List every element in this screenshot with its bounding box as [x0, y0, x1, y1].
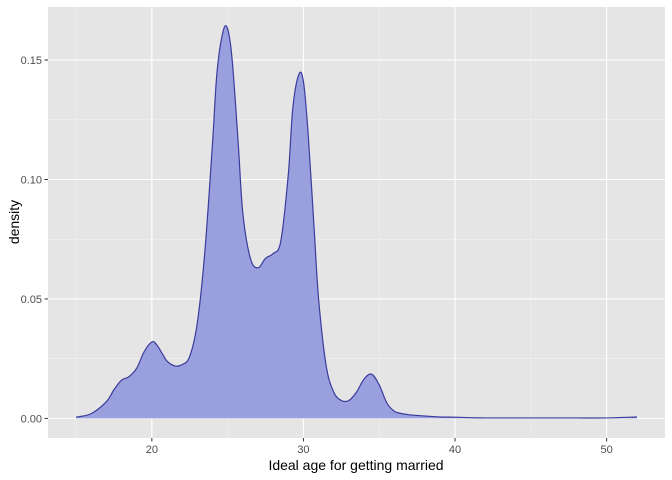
y-tick-label: 0.05	[21, 294, 42, 306]
x-tick-label: 50	[601, 444, 613, 456]
x-axis-title: Ideal age for getting married	[268, 457, 443, 473]
x-tick-label: 40	[449, 444, 461, 456]
density-line	[75, 25, 637, 419]
y-axis: 0.00 0.05 0.10 0.15	[21, 55, 48, 425]
y-tick-label: 0.00	[21, 413, 42, 425]
x-axis: 20 30 40 50	[146, 438, 613, 456]
y-tick-label: 0.10	[21, 174, 42, 186]
y-tick-label: 0.15	[21, 55, 42, 67]
x-tick-label: 20	[146, 444, 158, 456]
density-area	[76, 25, 637, 419]
x-tick-label: 30	[297, 444, 309, 456]
y-axis-title: density	[6, 200, 22, 244]
